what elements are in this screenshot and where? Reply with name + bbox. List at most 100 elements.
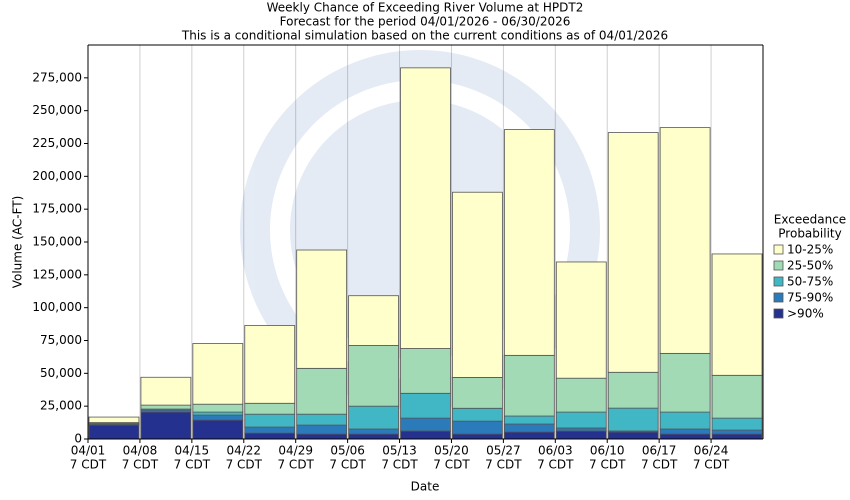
x-tick-sublabel: 7 CDT	[329, 458, 366, 472]
bar-segment	[244, 432, 296, 440]
x-tick-label: 06/03	[538, 444, 573, 458]
x-tick-sublabel: 7 CDT	[589, 458, 626, 472]
bar-segment	[607, 371, 659, 409]
bar-segment	[503, 431, 555, 440]
legend-swatch	[773, 276, 784, 287]
bar-segment	[711, 429, 763, 435]
legend-label: 25-50%	[787, 259, 833, 273]
bar-segment	[192, 411, 244, 416]
y-tick-label: 250,000	[32, 103, 82, 117]
bar-segment	[503, 415, 555, 425]
bar-segment	[711, 433, 763, 440]
bar-segment	[659, 428, 711, 435]
bar-segment	[555, 377, 607, 413]
bar-segment	[192, 403, 244, 413]
y-tick-label: 200,000	[32, 169, 82, 183]
y-tick-label: 25,000	[40, 399, 82, 413]
x-tick-sublabel: 7 CDT	[641, 458, 678, 472]
bar-segment	[607, 407, 659, 432]
bar-segment	[192, 343, 244, 405]
bar-segment	[88, 416, 140, 423]
bar-segment	[711, 253, 763, 376]
bar-segment	[400, 348, 451, 394]
legend-title: Probability	[778, 227, 841, 241]
bar-segment	[711, 417, 763, 431]
bar-segment	[244, 402, 296, 415]
x-tick-label: 05/27	[486, 444, 521, 458]
legend-swatch	[773, 292, 784, 303]
y-tick-label: 125,000	[32, 267, 82, 281]
legend-swatch	[773, 308, 784, 319]
bar-segment	[711, 374, 763, 419]
legend-label: 10-25%	[787, 243, 833, 257]
grid	[87, 45, 712, 439]
bar-segment	[296, 424, 348, 435]
bar-segment	[348, 405, 399, 430]
x-tick-label: 05/13	[382, 444, 417, 458]
bar-segment	[88, 424, 140, 440]
y-tick-label: 175,000	[32, 202, 82, 216]
bar-segment	[659, 127, 711, 354]
bar-segment	[244, 413, 296, 428]
x-tick-label: 06/10	[590, 444, 625, 458]
bar-segment	[192, 414, 244, 421]
legend-label: 50-75%	[787, 275, 833, 289]
x-tick-label: 04/29	[278, 444, 313, 458]
x-tick-sublabel: 7 CDT	[70, 458, 107, 472]
x-tick-sublabel: 7 CDT	[693, 458, 730, 472]
bar-segment	[503, 423, 555, 433]
bar-segment	[192, 419, 244, 440]
bar-segment	[400, 417, 451, 432]
bar-segment	[555, 427, 607, 432]
bar-segment	[348, 428, 399, 435]
x-tick-label: 06/17	[642, 444, 677, 458]
chart-subtitle: Forecast for the period 04/01/2026 - 06/…	[280, 15, 571, 29]
x-tick-label: 04/15	[175, 444, 210, 458]
bar-segment	[452, 191, 503, 378]
legend-label: >90%	[787, 307, 824, 321]
legend-swatch	[773, 260, 784, 271]
y-tick-label: 75,000	[40, 333, 82, 347]
bar-segment	[348, 433, 399, 440]
bar-segment	[659, 433, 711, 440]
bar-segment	[140, 376, 192, 406]
x-tick-sublabel: 7 CDT	[485, 458, 522, 472]
x-tick-label: 05/20	[434, 444, 469, 458]
x-tick-sublabel: 7 CDT	[433, 458, 470, 472]
y-tick-label: 150,000	[32, 235, 82, 249]
y-tick-label: 50,000	[40, 366, 82, 380]
bar-segment	[452, 377, 503, 409]
bar-segment	[140, 411, 192, 440]
y-tick-label: 100,000	[32, 300, 82, 314]
x-tick-sublabel: 7 CDT	[277, 458, 314, 472]
x-tick-sublabel: 7 CDT	[226, 458, 263, 472]
bar-segment	[452, 420, 503, 435]
bar-segment	[503, 129, 555, 356]
chart-subtitle: This is a conditional simulation based o…	[181, 29, 668, 43]
bar-segment	[503, 354, 555, 417]
legend-title: Exceedance	[774, 213, 846, 227]
bar-segment	[555, 411, 607, 429]
bar-segment	[296, 367, 348, 415]
x-axis-label: Date	[411, 480, 440, 494]
x-tick-sublabel: 7 CDT	[122, 458, 159, 472]
bar-segment	[244, 325, 296, 404]
bar-segment	[659, 411, 711, 430]
bar-segment	[659, 352, 711, 413]
x-tick-sublabel: 7 CDT	[381, 458, 418, 472]
bar-segment	[400, 67, 451, 349]
bar-segment	[452, 433, 503, 440]
x-tick-label: 06/24	[694, 444, 729, 458]
bar-segment	[555, 261, 607, 379]
bar-segment	[452, 407, 503, 422]
x-tick-label: 05/06	[330, 444, 365, 458]
bar-segment	[348, 345, 399, 407]
legend-swatch	[773, 244, 784, 255]
x-tick-label: 04/08	[123, 444, 158, 458]
y-tick-label: 275,000	[32, 70, 82, 84]
bar-segment	[400, 392, 451, 419]
bar-segment	[607, 431, 659, 440]
y-tick-label: 225,000	[32, 136, 82, 150]
bar-segment	[296, 249, 348, 369]
